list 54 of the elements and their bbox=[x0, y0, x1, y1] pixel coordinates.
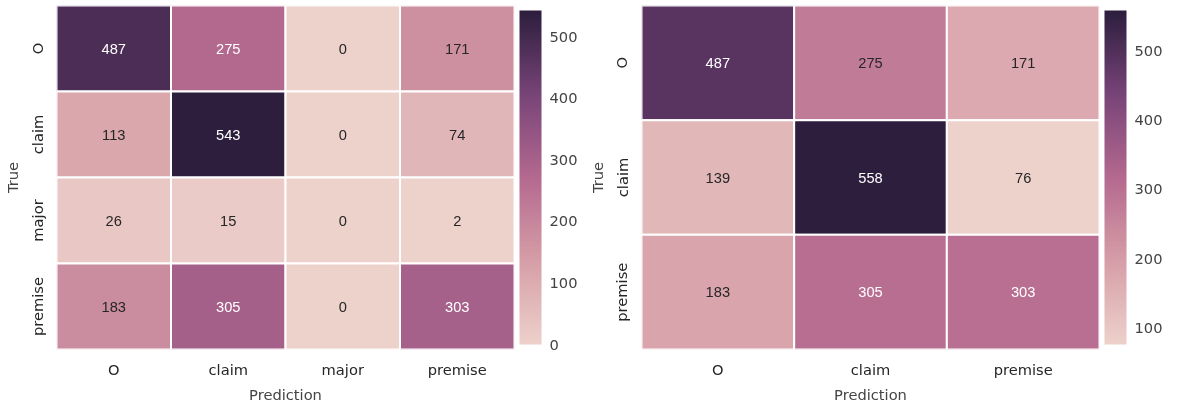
x-tick-label: premise bbox=[993, 360, 1053, 378]
x-tick-label: O bbox=[107, 360, 120, 378]
data-label: 275 bbox=[216, 40, 241, 57]
data-label: 0 bbox=[338, 40, 347, 57]
color-bar-label: 400 bbox=[1134, 110, 1163, 128]
data-label: 0 bbox=[338, 298, 347, 315]
data-label: 26 bbox=[105, 212, 122, 229]
x-axis-title: Prediction bbox=[834, 385, 907, 403]
y-tick-label: O bbox=[28, 42, 46, 55]
x-tick-label: claim bbox=[850, 360, 891, 378]
color-bar-label: 400 bbox=[549, 89, 578, 107]
data-label: 183 bbox=[705, 284, 731, 301]
color-bar-label: 200 bbox=[1134, 249, 1163, 267]
data-label: 558 bbox=[858, 169, 883, 186]
data-label: 305 bbox=[216, 298, 241, 315]
color-bar-label: 200 bbox=[549, 212, 578, 230]
color-bar-label: 300 bbox=[549, 150, 578, 168]
y-axis-title: True bbox=[588, 161, 606, 195]
color-bar-label: 100 bbox=[549, 273, 578, 291]
data-label: 303 bbox=[445, 298, 470, 315]
y-axis-title: True bbox=[3, 161, 21, 195]
y-tick-label: claim bbox=[28, 114, 46, 155]
x-axis-title: Prediction bbox=[249, 385, 322, 403]
data-label: 0 bbox=[338, 212, 347, 229]
color-bar-label: 100 bbox=[1134, 318, 1163, 336]
data-label: 15 bbox=[220, 212, 237, 229]
data-label: 275 bbox=[858, 54, 883, 71]
color-bar-label: 500 bbox=[1134, 41, 1163, 59]
data-label: 171 bbox=[445, 40, 470, 57]
y-tick-label: O bbox=[613, 57, 631, 69]
y-tick-label: major bbox=[28, 198, 46, 242]
x-tick-label: claim bbox=[208, 360, 248, 378]
data-label: 2 bbox=[453, 212, 462, 229]
data-label: 487 bbox=[101, 40, 126, 57]
y-tick-label: claim bbox=[613, 157, 631, 198]
data-label: 171 bbox=[1010, 54, 1036, 71]
data-label: 139 bbox=[705, 169, 731, 186]
y-tick-label: premise bbox=[28, 276, 46, 337]
data-label: 305 bbox=[858, 284, 883, 301]
data-label: 543 bbox=[216, 126, 241, 143]
x-tick-label: premise bbox=[427, 360, 487, 378]
data-label: 113 bbox=[102, 126, 126, 143]
x-tick-label: O bbox=[712, 360, 724, 378]
data-label: 76 bbox=[1015, 169, 1032, 186]
x-tick-label: major bbox=[321, 360, 365, 378]
data-label: 183 bbox=[101, 298, 126, 315]
data-label: 303 bbox=[1010, 284, 1036, 301]
color-bar-label: 0 bbox=[549, 335, 559, 353]
data-label: 74 bbox=[449, 126, 466, 143]
color-bar-label: 300 bbox=[1134, 180, 1163, 198]
data-label: 487 bbox=[705, 54, 731, 71]
y-tick-label: premise bbox=[613, 262, 631, 322]
color-bar-label: 500 bbox=[549, 27, 578, 45]
data-label: 0 bbox=[338, 126, 347, 143]
